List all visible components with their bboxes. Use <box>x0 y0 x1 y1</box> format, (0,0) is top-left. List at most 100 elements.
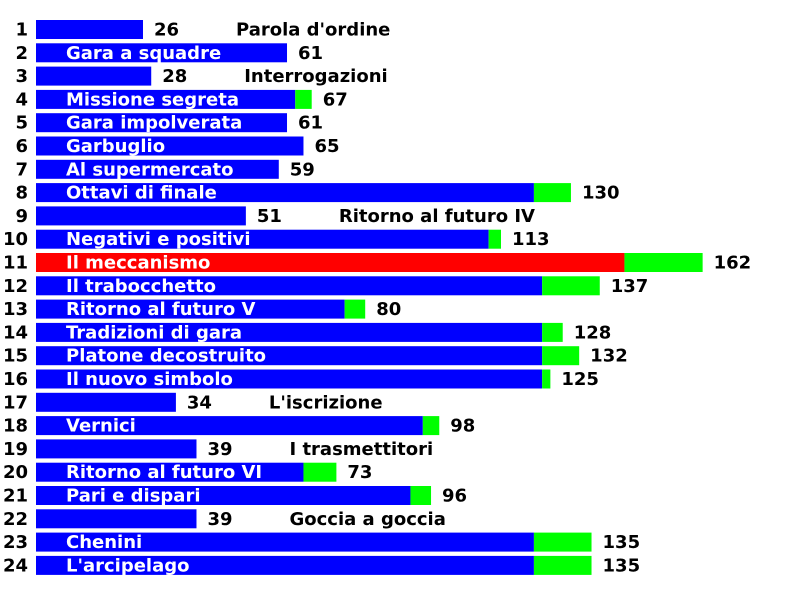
bar-extra-segment <box>624 253 703 272</box>
bar-extra-segment <box>410 486 432 505</box>
row-rank: 5 <box>15 113 28 134</box>
bar-row: 17 34 L'iscrizione <box>3 392 383 413</box>
row-rank: 6 <box>15 136 28 157</box>
row-rank: 7 <box>15 159 28 180</box>
bar-value-label: 59 <box>290 159 315 180</box>
bar-category-label: Il nuovo simbolo <box>66 369 233 390</box>
bar-value-label: 98 <box>450 416 475 437</box>
bar-extra-segment <box>344 299 366 319</box>
bar-value-label: 61 <box>298 43 323 64</box>
row-rank: 1 <box>15 20 28 41</box>
bar-category-label: Goccia a goccia <box>289 509 445 530</box>
bar-category-label: Parola d'ordine <box>236 20 390 41</box>
bar-category-label: Ritorno al futuro V <box>66 299 255 320</box>
bar-row: 6 65 Garbuglio <box>15 136 339 157</box>
bar-extra-segment <box>533 183 571 203</box>
bar-row: 21 96 Pari e dispari <box>3 486 467 507</box>
bar-category-label: Ritorno al futuro VI <box>66 462 262 483</box>
bar-row: 8 130 Ottavi di finale <box>15 183 619 204</box>
bar-extra-segment <box>533 532 592 552</box>
bar-extra-segment <box>422 416 440 436</box>
bar-value-label: 132 <box>590 346 628 367</box>
bar-base-segment <box>36 183 534 203</box>
bar-base-segment <box>36 229 489 249</box>
bar-value-label: 67 <box>323 89 348 110</box>
bar-base-segment <box>36 322 543 342</box>
bar-value-label: 34 <box>187 392 212 413</box>
row-rank: 16 <box>3 369 28 390</box>
row-rank: 8 <box>15 183 28 204</box>
row-rank: 9 <box>15 206 28 227</box>
bar-row: 1 26 Parola d'ordine <box>15 20 390 41</box>
bar-category-label: Chenini <box>66 532 142 553</box>
bar-value-label: 128 <box>574 322 612 343</box>
bar-category-label: Il meccanismo <box>66 253 210 274</box>
bar-row: 5 61 Gara impolverata <box>15 113 323 134</box>
bar-base-segment <box>36 369 543 389</box>
bar-value-label: 96 <box>442 486 467 507</box>
bar-base-segment <box>36 486 411 505</box>
bar-extra-segment <box>303 462 337 482</box>
bar-value-label: 125 <box>561 369 599 390</box>
bar-base-segment <box>36 555 534 575</box>
bar-category-label: Ottavi di finale <box>66 183 217 204</box>
row-rank: 17 <box>3 392 28 413</box>
bar-row: 22 39 Goccia a goccia <box>3 509 446 530</box>
bar-base-segment <box>36 159 279 179</box>
bar-category-label: Platone decostruito <box>66 346 266 367</box>
bar-value-label: 39 <box>207 509 232 530</box>
bar-base-segment <box>36 392 176 412</box>
bar-base-segment <box>36 20 143 39</box>
bar-value-label: 61 <box>298 113 323 134</box>
bar-base-segment <box>36 136 304 156</box>
bar-extra-segment <box>542 369 551 389</box>
bar-row: 7 59 Al supermercato <box>15 159 314 180</box>
bar-value-label: 73 <box>347 462 372 483</box>
bar-base-segment <box>36 66 152 86</box>
row-rank: 12 <box>3 276 28 297</box>
bar-extra-segment <box>542 346 580 366</box>
bar-row: 23 135 Chenini <box>3 532 640 553</box>
row-rank: 22 <box>3 509 28 530</box>
bar-value-label: 162 <box>714 253 752 274</box>
bar-row: 24 135 L'arcipelago <box>3 555 640 576</box>
bar-value-label: 80 <box>376 299 401 320</box>
bar-category-label: Ritorno al futuro IV <box>339 206 535 227</box>
bar-category-label: Al supermercato <box>66 159 234 180</box>
bar-row: 20 73 Ritorno al futuro VI <box>3 462 373 483</box>
bar-row: 18 98 Vernici <box>3 416 475 437</box>
bar-category-label: Il trabocchetto <box>66 276 216 297</box>
row-rank: 13 <box>3 299 28 320</box>
bar-base-segment <box>36 439 197 459</box>
bar-value-label: 51 <box>257 206 282 227</box>
bar-row: 4 67 Missione segreta <box>15 89 347 110</box>
bar-row: 16 125 Il nuovo simbolo <box>3 369 599 390</box>
bar-row: 19 39 I trasmettitori <box>3 439 433 460</box>
row-rank: 15 <box>3 346 28 367</box>
row-rank: 24 <box>3 555 28 576</box>
bar-value-label: 135 <box>603 555 641 576</box>
row-rank: 2 <box>15 43 28 64</box>
bar-extra-segment <box>295 89 312 109</box>
bar-value-label: 137 <box>611 276 649 297</box>
bar-category-label: L'arcipelago <box>66 555 190 576</box>
bar-value-label: 26 <box>154 20 179 41</box>
bar-row: 2 61 Gara a squadre <box>15 43 323 64</box>
row-rank: 18 <box>3 416 28 437</box>
bar-category-label: Vernici <box>66 416 136 437</box>
bar-row: 15 132 Platone decostruito <box>3 346 628 367</box>
bar-base-segment <box>36 276 543 296</box>
bar-category-label: Pari e dispari <box>66 486 201 507</box>
bar-base-segment <box>36 462 304 482</box>
bar-base-segment <box>36 206 246 226</box>
bar-row: 3 28 Interrogazioni <box>15 66 387 87</box>
bar-value-label: 135 <box>603 532 641 553</box>
bar-category-label: Missione segreta <box>66 89 239 110</box>
bar-base-segment <box>36 416 423 436</box>
bar-base-segment <box>36 253 625 272</box>
bar-category-label: Tradizioni di gara <box>66 322 242 343</box>
bar-value-label: 65 <box>314 136 339 157</box>
bar-value-label: 130 <box>582 183 620 204</box>
row-rank: 21 <box>3 486 28 507</box>
bar-row: 9 51 Ritorno al futuro IV <box>15 206 535 227</box>
